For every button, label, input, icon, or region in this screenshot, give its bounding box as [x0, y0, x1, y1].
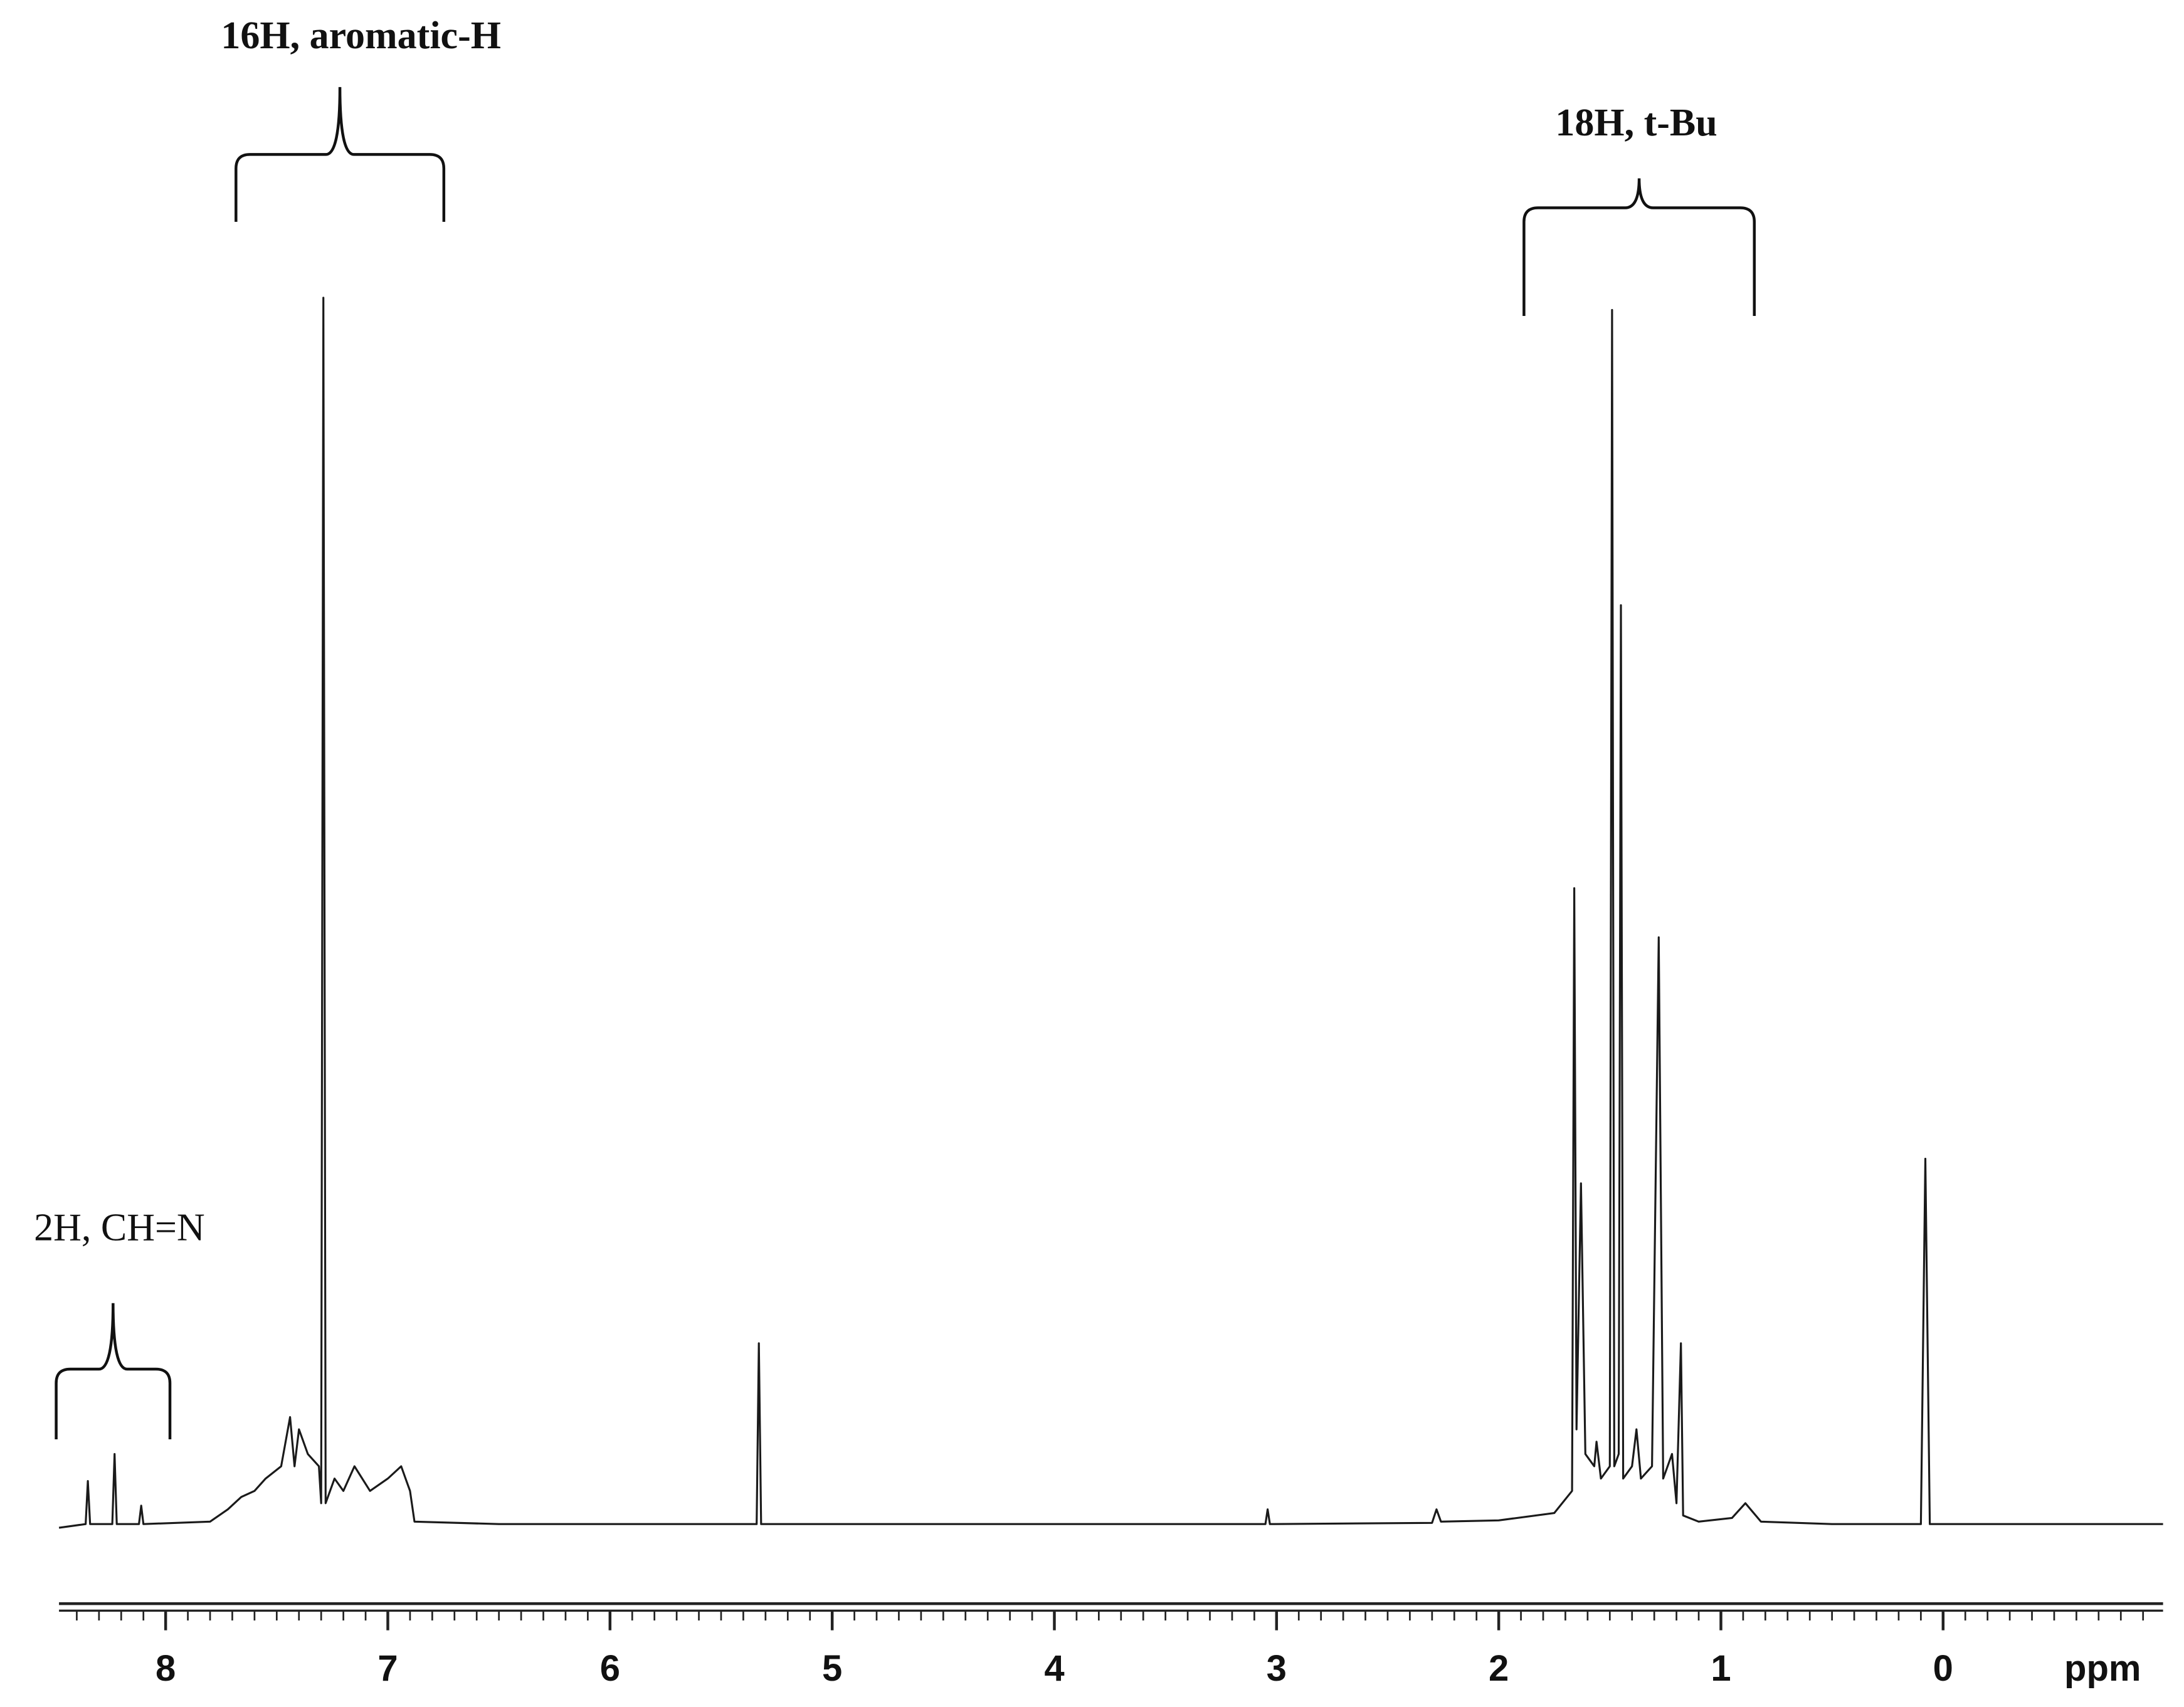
x-tick-label: 2: [1489, 1648, 1509, 1689]
brace: [55, 1303, 172, 1439]
x-tick-label: 6: [600, 1648, 620, 1689]
annotation: 18H, t-Bu: [1555, 102, 1717, 144]
x-axis-label: ppm: [2064, 1648, 2141, 1689]
brace: [235, 87, 446, 222]
x-tick-label: 0: [1933, 1648, 1953, 1689]
x-tick-label: 5: [822, 1648, 842, 1689]
x-tick-label: 3: [1267, 1648, 1287, 1689]
brace: [1522, 178, 1756, 316]
annotation: 16H, aromatic-H: [221, 14, 501, 57]
annotation: 2H, CH=N: [34, 1207, 205, 1249]
x-tick-label: 8: [156, 1648, 176, 1689]
x-tick-label: 1: [1711, 1648, 1731, 1689]
spectrum-line: [58, 297, 2163, 1529]
x-tick-label: 7: [377, 1648, 398, 1689]
x-tick-label: 4: [1044, 1648, 1064, 1689]
